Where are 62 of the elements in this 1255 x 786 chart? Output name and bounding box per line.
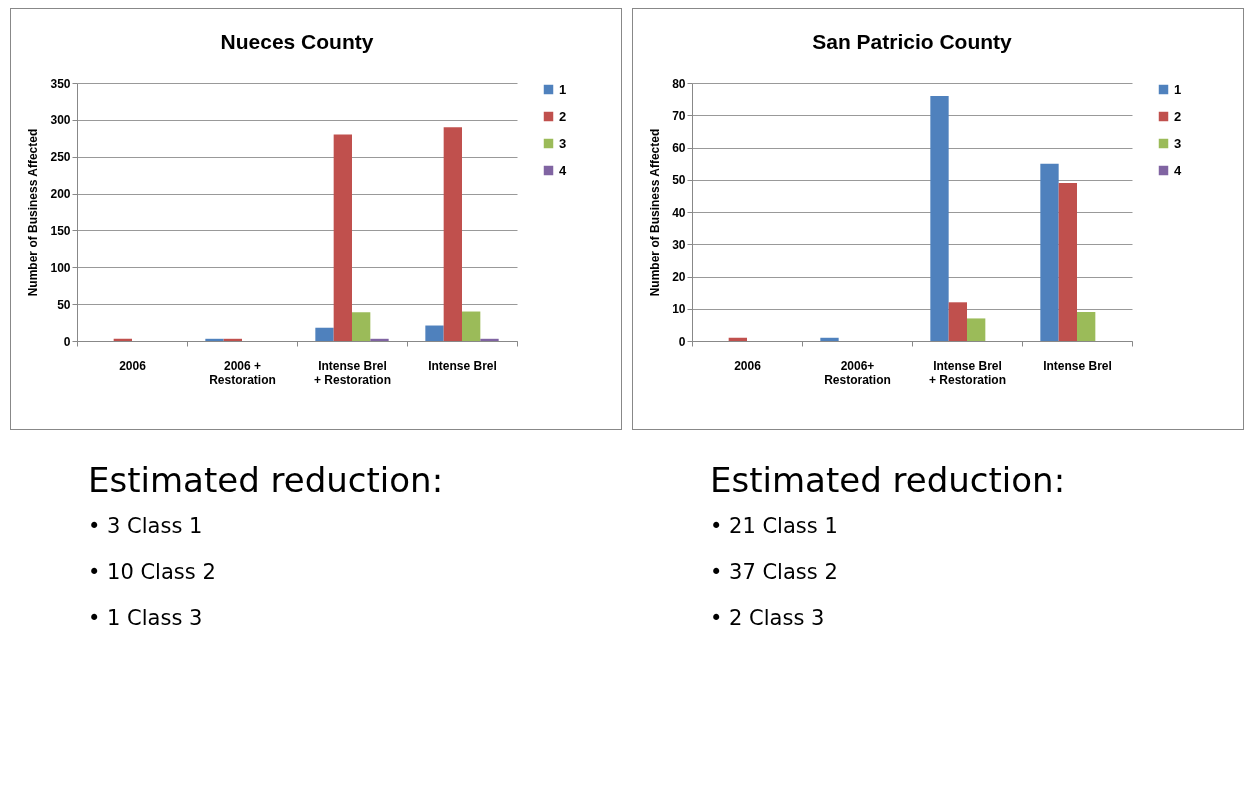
x-tick-label: Intense Brel	[1043, 358, 1112, 373]
y-tick-label: 0	[678, 334, 686, 349]
legend-label: 3	[559, 135, 567, 151]
y-tick-label: 350	[50, 76, 71, 91]
text: • 3 Class 1	[88, 514, 204, 538]
bar	[948, 302, 967, 341]
x-tick-label: Intense Brel + Restoration	[928, 358, 1007, 387]
text: • 1 Class 3	[88, 606, 204, 630]
legend-label: 1	[559, 81, 567, 97]
bar	[930, 95, 949, 341]
y-tick-label: 30	[672, 237, 686, 252]
x-tick-label: Intense Brel	[428, 358, 497, 373]
bar	[1077, 311, 1096, 341]
text: • 2 Class 3	[710, 606, 826, 630]
y-tick-label: 60	[672, 141, 686, 155]
y-tick-label: 40	[672, 205, 686, 220]
y-tick-label: 200	[50, 187, 71, 202]
bar	[820, 337, 839, 341]
y-tick-label: 150	[50, 223, 71, 238]
bar	[352, 312, 371, 341]
legend-label: 3	[1174, 135, 1182, 151]
bar	[480, 338, 499, 341]
text: Estimated reduction:	[710, 460, 1067, 500]
bar	[333, 134, 352, 341]
x-tick-label: 2006+ Restoration	[824, 358, 891, 387]
y-tick-label: 0	[63, 334, 71, 349]
y-axis-title: Number of Business Affected	[26, 128, 41, 297]
text: • 10 Class 2	[88, 560, 217, 584]
y-tick-label: 300	[50, 113, 71, 128]
bar	[425, 325, 444, 341]
y-tick-label: 80	[672, 76, 686, 91]
bar	[443, 127, 462, 341]
bar	[728, 337, 747, 341]
y-tick-label: 100	[50, 260, 71, 275]
legend-label: 4	[1174, 162, 1182, 178]
bar	[205, 338, 224, 341]
legend-label: 1	[1174, 81, 1182, 97]
x-tick-label: Intense Brel + Restoration	[313, 358, 392, 387]
y-axis-title: Number of Business Affected	[648, 128, 663, 297]
bar	[967, 318, 986, 341]
x-tick-label: 2006 + Restoration	[209, 358, 276, 387]
y-tick-label: 10	[672, 302, 686, 317]
y-tick-label: 250	[50, 150, 71, 165]
y-tick-label: 50	[672, 173, 686, 188]
legend-label: 2	[1174, 108, 1182, 124]
legend-label: 2	[559, 108, 567, 124]
chart-title: Nueces County	[220, 30, 374, 53]
y-tick-label: 70	[672, 108, 686, 123]
bar	[370, 338, 389, 341]
x-tick-label: 2006	[734, 358, 762, 373]
bar	[1058, 182, 1077, 341]
text: Estimated reduction:	[88, 460, 445, 500]
y-tick-label: 50	[57, 297, 71, 312]
text: • 37 Class 2	[710, 560, 839, 584]
text: • 21 Class 1	[710, 514, 839, 538]
y-tick-label: 20	[672, 270, 686, 284]
x-tick-label: 2006	[119, 358, 147, 373]
bar	[315, 327, 334, 341]
bar	[1040, 163, 1059, 341]
bar	[462, 311, 481, 341]
legend-label: 4	[559, 162, 567, 178]
chart-title: San Patricio County	[812, 30, 1013, 53]
